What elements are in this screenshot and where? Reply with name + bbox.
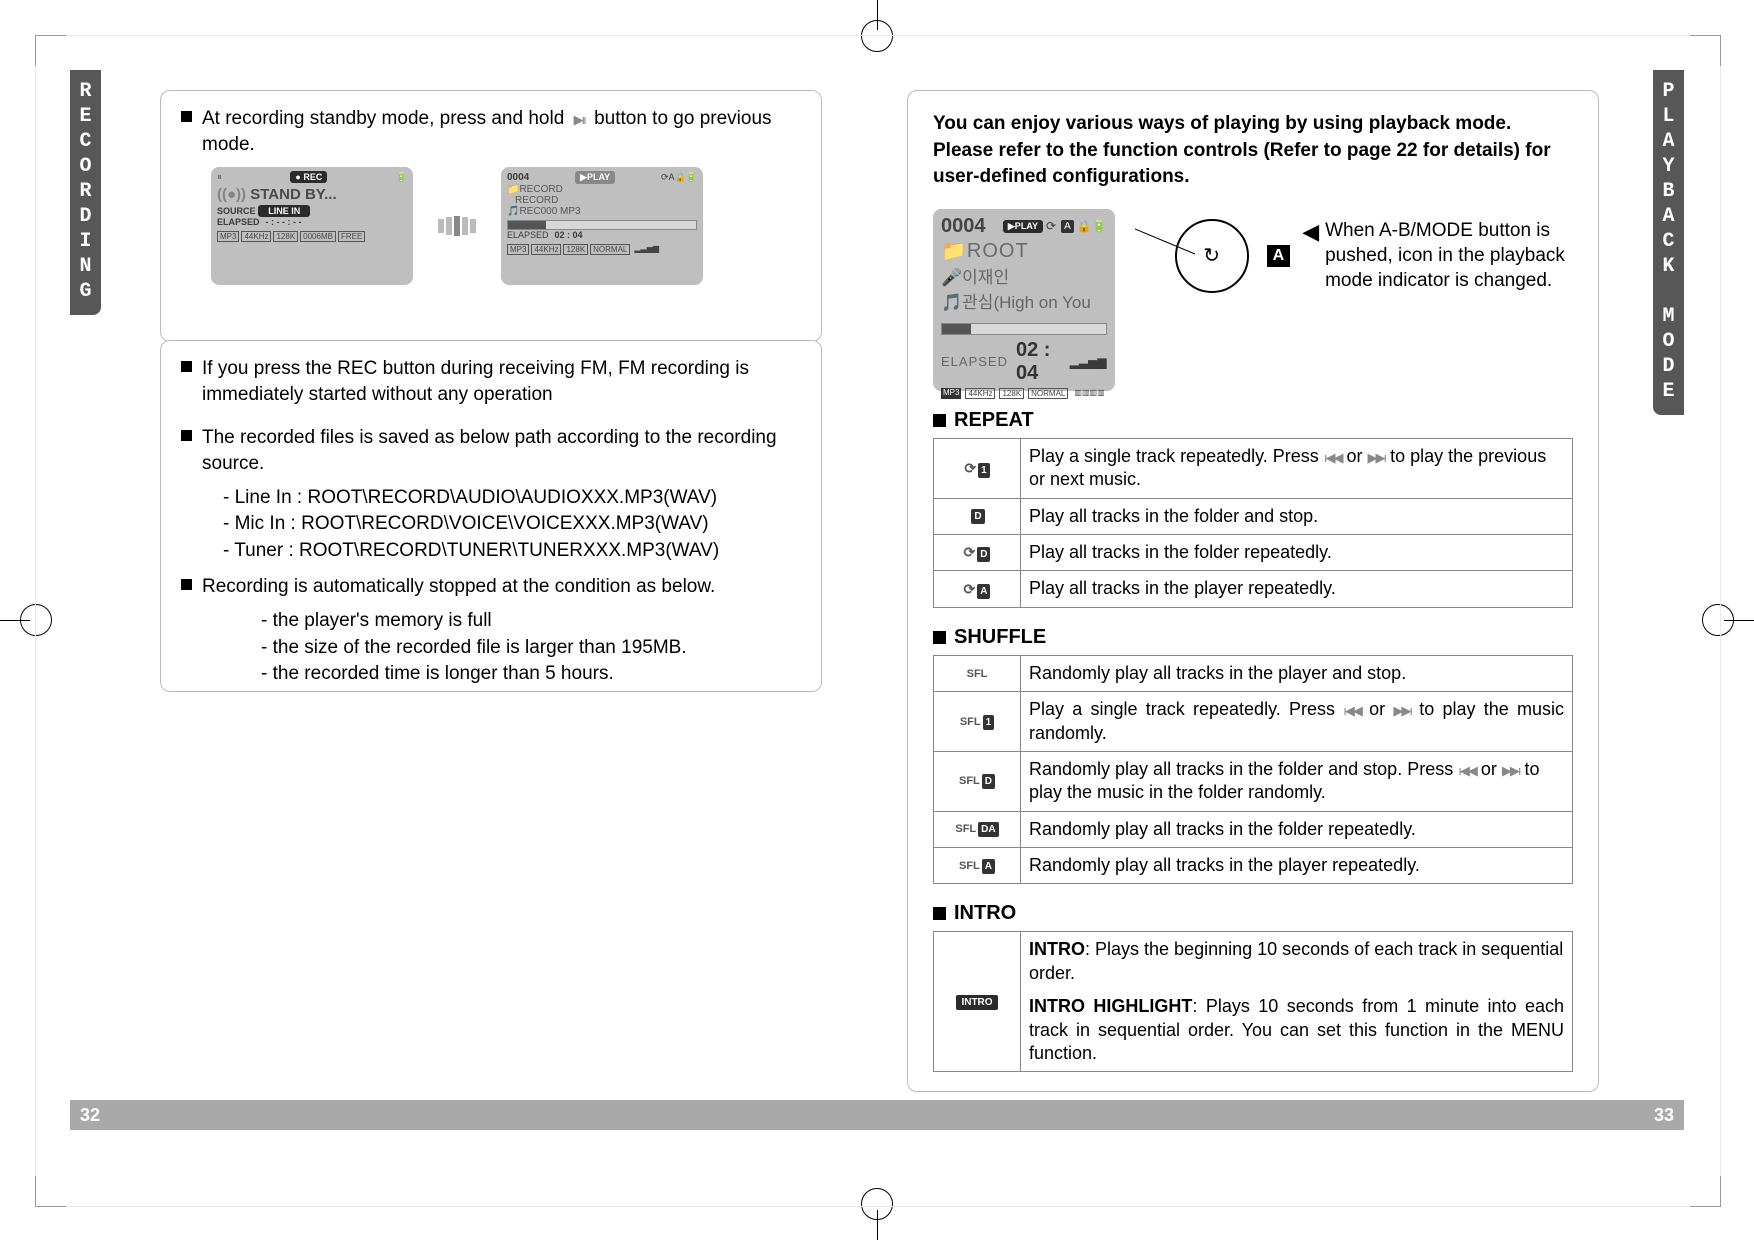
table-row: SFLA Randomly play all tracks in the pla… (934, 848, 1573, 884)
condition-line: - the size of the recorded file is large… (261, 635, 801, 662)
table-row: SFLDA Randomly play all tracks in the fo… (934, 811, 1573, 847)
left-tab: RECORDING (70, 70, 101, 315)
path-line: - Mic In : ROOT\RECORD\VOICE\VOICEXXX.MP… (223, 511, 801, 538)
bullet-icon (181, 579, 192, 590)
lcd-standby: ⏸ ● REC 🔋 ((●)) STAND BY... SOURCE LINE … (211, 167, 413, 285)
bullet-icon (181, 361, 192, 372)
stop-conditions-note: Recording is automatically stopped at th… (202, 574, 715, 600)
crop-mark-left (0, 600, 40, 640)
lcd-playback: 0004 ▶PLAY ⟳ A 🔒🔋 📁ROOT 🎤이재인 🎵관심(High on… (933, 209, 1115, 391)
page-number-left: 32 (70, 1100, 887, 1130)
table-row: INTRO INTRO: Plays the beginning 10 seco… (934, 932, 1573, 1072)
intro-heading: INTRO (933, 902, 1573, 925)
repeat-heading: REPEAT (933, 409, 1573, 432)
intro-table: INTRO INTRO: Plays the beginning 10 seco… (933, 931, 1573, 1072)
play-pause-icon: ▶ıı (574, 111, 585, 129)
right-tab: PLAYBACK MODE (1653, 70, 1684, 415)
bullet-icon (181, 430, 192, 441)
transition-arrow-icon (438, 216, 476, 236)
recording-notes-box: If you press the REC button during recei… (160, 340, 822, 692)
intro-text: You can enjoy various ways of playing by… (933, 111, 1573, 191)
condition-line: - the player's memory is full (261, 608, 801, 635)
lcd-footer: MP3 44KHz 128K 0006MB FREE (217, 231, 407, 242)
lcd-title: ((●)) STAND BY... (217, 186, 407, 203)
next-icon: ▶▶ı (1393, 703, 1411, 720)
shuffle-table: SFL Randomly play all tracks in the play… (933, 655, 1573, 885)
table-row: ⟳D Play all tracks in the folder repeate… (934, 534, 1573, 570)
pointer-left-icon: ◀ (1302, 219, 1319, 245)
ab-badge: A (1267, 245, 1291, 267)
page-number-right: 33 (867, 1100, 1684, 1130)
table-row: ⟳A Play all tracks in the player repeate… (934, 571, 1573, 607)
repeat-table: ⟳1 Play a single track repeatedly. Press… (933, 438, 1573, 608)
page-spread: RECORDING At recording standby mode, pre… (70, 70, 1684, 1170)
prev-icon: ı◀◀ (1324, 450, 1342, 467)
bullet-icon (181, 111, 192, 122)
ab-mode-diagram: ↻ A ◀ When A-B/MODE button is pushed, ic… (1135, 209, 1585, 304)
table-row: SFL1 Play a single track repeatedly. Pre… (934, 692, 1573, 752)
table-row: ⟳1 Play a single track repeatedly. Press… (934, 438, 1573, 498)
ab-mode-text: When A-B/MODE button is pushed, icon in … (1325, 219, 1585, 293)
next-icon: ▶▶ı (1367, 450, 1385, 467)
lcd-illustration-row: ⏸ ● REC 🔋 ((●)) STAND BY... SOURCE LINE … (211, 167, 801, 285)
table-row: SFLD Randomly play all tracks in the fol… (934, 751, 1573, 811)
lcd-recording: 0004 ▶PLAY ⟳A🔒🔋 📁RECORD RECORD 🎵REC000 M… (501, 167, 703, 285)
recording-standby-box: At recording standby mode, press and hol… (160, 90, 822, 342)
fm-note: If you press the REC button during recei… (202, 356, 801, 407)
crop-mark-top (857, 0, 897, 40)
page-right: PLAYBACK MODE You can enjoy various ways… (877, 70, 1684, 1170)
table-row: SFL Randomly play all tracks in the play… (934, 655, 1573, 691)
page-left: RECORDING At recording standby mode, pre… (70, 70, 877, 1170)
condition-line: - the recorded time is longer than 5 hou… (261, 661, 801, 688)
path-line: - Line In : ROOT\RECORD\AUDIO\AUDIOXXX.M… (223, 485, 801, 512)
next-icon: ▶▶ı (1502, 763, 1520, 780)
shuffle-heading: SHUFFLE (933, 626, 1573, 649)
prev-icon: ı◀◀ (1343, 703, 1361, 720)
standby-instruction: At recording standby mode, press and hol… (202, 106, 801, 157)
playback-mode-box: You can enjoy various ways of playing by… (907, 90, 1599, 1092)
path-note: The recorded files is saved as below pat… (202, 425, 801, 476)
table-row: D Play all tracks in the folder and stop… (934, 498, 1573, 534)
path-line: - Tuner : ROOT\RECORD\TUNER\TUNERXXX.MP3… (223, 538, 801, 565)
prev-icon: ı◀◀ (1458, 763, 1476, 780)
